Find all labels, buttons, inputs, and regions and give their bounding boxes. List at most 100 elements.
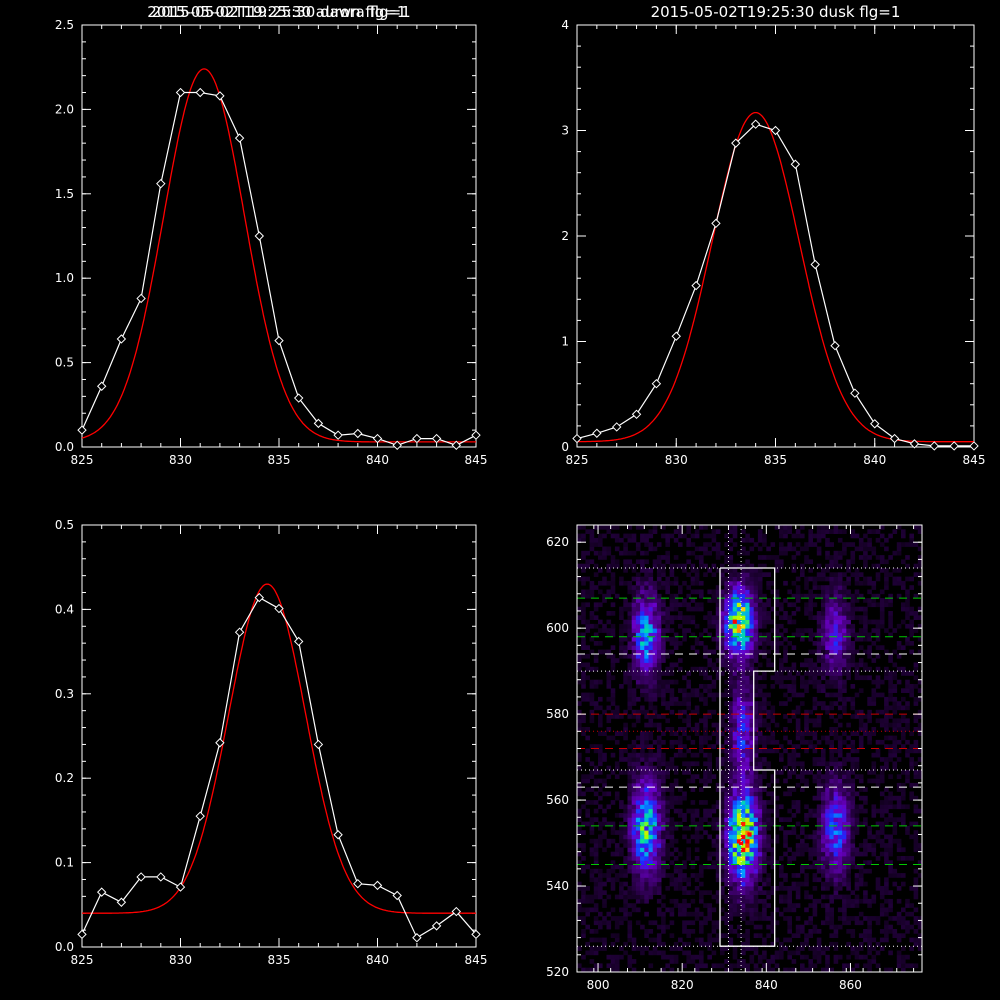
heatmap-cell (787, 950, 792, 956)
heatmap-cell (589, 898, 595, 904)
heatmap-cell (673, 602, 679, 608)
heatmap-cell (593, 658, 599, 663)
heatmap-cell (850, 572, 856, 577)
heatmap-cell (656, 572, 662, 577)
data-point (412, 433, 422, 444)
heatmap-cell (732, 684, 738, 689)
heatmap-cell (678, 641, 683, 646)
heatmap-cell (703, 628, 708, 633)
heatmap-cell (635, 782, 641, 788)
heatmap-cell (825, 761, 830, 767)
heatmap-cell (884, 795, 889, 801)
heatmap-cell (829, 727, 834, 732)
heatmap-cell (858, 804, 864, 810)
heatmap-cell (720, 649, 725, 655)
heatmap-cell (892, 550, 898, 556)
heatmap-cell (627, 856, 633, 861)
heatmap-cell (762, 684, 767, 689)
heatmap-cell (682, 911, 687, 917)
heatmap-cell (753, 593, 759, 599)
heatmap-cell (762, 860, 767, 865)
heatmap-cell (795, 933, 801, 938)
heatmap-cell (699, 817, 704, 822)
heatmap-cell (728, 817, 734, 822)
heatmap-cell (800, 843, 805, 848)
heatmap-cell (745, 808, 750, 814)
heatmap-cell (821, 881, 826, 887)
heatmap-cell (598, 757, 603, 762)
heatmap-cell (762, 825, 767, 831)
heatmap-cell (652, 838, 658, 844)
heatmap-cell (879, 778, 885, 784)
heatmap-cell (665, 851, 670, 857)
heatmap-cell (635, 813, 641, 818)
heatmap-cell (757, 636, 763, 642)
heatmap-cell (665, 550, 670, 556)
heatmap-cell (598, 873, 603, 878)
heatmap-cell (821, 748, 826, 754)
heatmap-cell (875, 576, 881, 582)
heatmap-cell (913, 701, 919, 706)
heatmap-cell (816, 804, 822, 810)
heatmap-cell (842, 856, 847, 861)
heatmap-cell (736, 963, 742, 969)
heatmap-cell (648, 894, 654, 900)
heatmap-cell (606, 546, 612, 552)
heatmap-cell (745, 856, 750, 861)
heatmap-cell (867, 718, 872, 724)
heatmap-cell (741, 701, 746, 706)
heatmap-cell (736, 731, 742, 736)
heatmap-cell (762, 800, 767, 805)
heatmap-cell (846, 817, 851, 822)
heatmap-cell (783, 550, 788, 556)
heatmap-cell (627, 911, 633, 917)
heatmap-cell (833, 782, 839, 788)
heatmap-cell (757, 722, 763, 728)
heatmap-cell (896, 963, 902, 969)
heatmap-cell (863, 731, 868, 736)
heatmap-cell (854, 946, 860, 951)
heatmap-cell (585, 924, 590, 930)
heatmap-cell (875, 881, 881, 887)
heatmap-cell (808, 649, 813, 655)
heatmap-cell (720, 568, 725, 573)
heatmap-cell (741, 735, 746, 741)
heatmap-cell (728, 830, 734, 835)
x-tick-label: 840 (366, 453, 389, 467)
heatmap-cell (745, 791, 750, 797)
heatmap-cell (669, 701, 675, 706)
heatmap-cell (728, 705, 734, 711)
heatmap-cell (728, 813, 734, 818)
heatmap-cell (842, 821, 847, 827)
heatmap-cell (627, 851, 633, 857)
heatmap-cell (884, 757, 889, 762)
heatmap-cell (829, 632, 834, 638)
data-point (949, 441, 959, 451)
heatmap-cell (833, 735, 839, 741)
heatmap-cell (614, 658, 620, 663)
heatmap-cell (610, 838, 616, 844)
heatmap-cell (863, 929, 868, 934)
heatmap-cell (732, 954, 738, 960)
y-tick-label: 0.3 (55, 687, 74, 701)
heatmap-cell (593, 679, 599, 685)
heatmap-cell (791, 770, 797, 775)
heatmap-cell (648, 619, 654, 625)
heatmap-cell (598, 580, 603, 586)
heatmap-cell (686, 877, 691, 883)
heatmap-cell (728, 735, 734, 741)
heatmap-cell (640, 632, 645, 638)
heatmap-cell (648, 735, 654, 741)
heatmap-cell (682, 628, 687, 633)
heatmap-cell (846, 856, 851, 861)
heatmap-cell (682, 817, 687, 822)
heatmap-cell (901, 954, 906, 960)
heatmap-cell (829, 744, 834, 749)
heatmap-cell (736, 744, 742, 749)
heatmap-cell (577, 881, 582, 887)
heatmap-cell (635, 671, 641, 676)
heatmap-cell (640, 813, 645, 818)
heatmap-cell (593, 778, 599, 784)
heatmap-cell (871, 701, 877, 706)
data-point (731, 138, 741, 148)
